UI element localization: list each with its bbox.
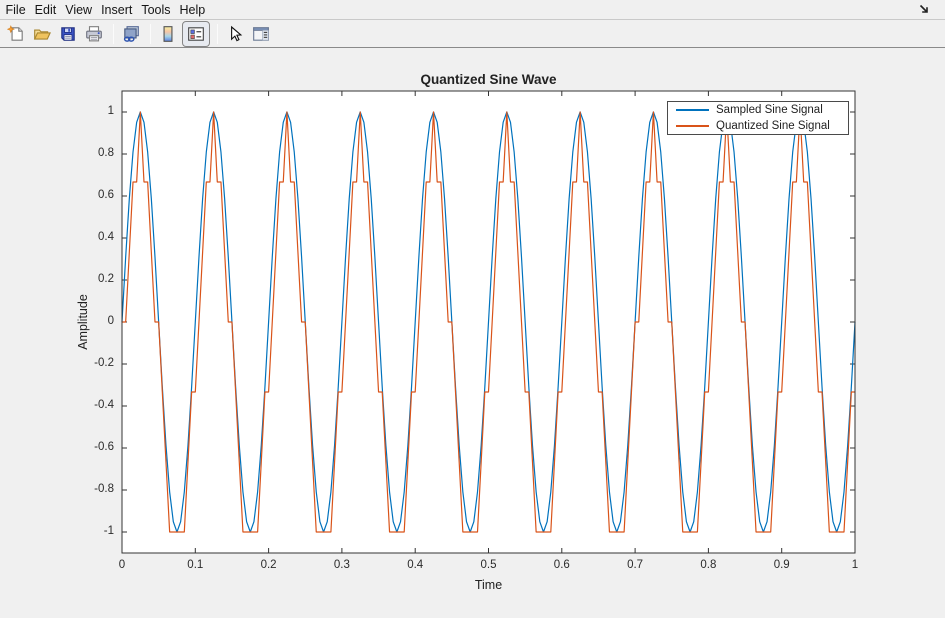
edit-plot-icon <box>226 25 244 43</box>
x-tick-label: 0 <box>97 559 147 571</box>
toolbar-separator <box>150 24 151 44</box>
x-tick-label: 0.7 <box>610 559 660 571</box>
print-figure-button[interactable] <box>82 22 106 46</box>
menu-insert[interactable]: Insert <box>97 1 137 19</box>
plot-tools-icon <box>252 25 270 43</box>
y-tick-label: 0.4 <box>62 231 114 243</box>
insert-legend-button[interactable] <box>182 21 210 47</box>
insert-legend-icon <box>187 25 205 43</box>
y-tick-label: -0.6 <box>62 441 114 453</box>
legend-swatch <box>676 125 709 127</box>
menu-edit[interactable]: Edit <box>30 1 61 19</box>
link-plot-icon <box>122 25 140 43</box>
save-figure-icon <box>59 25 77 43</box>
menu-help[interactable]: Help <box>175 1 210 19</box>
edit-plot-button[interactable] <box>223 22 247 46</box>
print-figure-icon <box>85 25 103 43</box>
x-tick-label: 0.2 <box>244 559 294 571</box>
x-axis-label: Time <box>122 578 855 592</box>
x-tick-label: 0.8 <box>683 559 733 571</box>
save-figure-button[interactable] <box>56 22 80 46</box>
y-tick-label: 0 <box>62 315 114 327</box>
menu-tools[interactable]: Tools <box>137 1 175 19</box>
y-tick-label: 0.2 <box>62 273 114 285</box>
link-plot-button[interactable] <box>119 22 143 46</box>
legend-label: Quantized Sine Signal <box>716 120 830 132</box>
y-tick-label: 0.8 <box>62 147 114 159</box>
y-tick-label: 1 <box>62 105 114 117</box>
toolbar <box>0 20 945 48</box>
insert-colorbar-icon <box>159 25 177 43</box>
toolbar-separator <box>113 24 114 44</box>
dock-figure-icon[interactable] <box>918 3 931 16</box>
menu-bar: File Edit View Insert Tools Help <box>0 0 945 20</box>
chart-title: Quantized Sine Wave <box>122 72 855 87</box>
open-file-button[interactable] <box>30 22 54 46</box>
figure-canvas: Quantized Sine Wave Time Amplitude Sampl… <box>0 48 945 618</box>
insert-colorbar-button[interactable] <box>156 22 180 46</box>
x-tick-label: 0.5 <box>464 559 514 571</box>
legend-entry-sampled: Sampled Sine Signal <box>668 103 848 118</box>
x-tick-label: 0.4 <box>390 559 440 571</box>
legend-swatch <box>676 109 709 111</box>
x-tick-label: 1 <box>830 559 880 571</box>
y-tick-label: -0.2 <box>62 357 114 369</box>
y-tick-label: -0.8 <box>62 483 114 495</box>
x-tick-label: 0.6 <box>537 559 587 571</box>
x-tick-label: 0.1 <box>170 559 220 571</box>
new-figure-icon <box>7 25 25 43</box>
x-tick-label: 0.9 <box>757 559 807 571</box>
plot-tools-button[interactable] <box>249 22 273 46</box>
x-tick-label: 0.3 <box>317 559 367 571</box>
menu-view[interactable]: View <box>61 1 97 19</box>
legend-label: Sampled Sine Signal <box>716 104 823 116</box>
new-figure-button[interactable] <box>4 22 28 46</box>
y-tick-label: -1 <box>62 525 114 537</box>
toolbar-separator <box>217 24 218 44</box>
y-tick-label: -0.4 <box>62 399 114 411</box>
open-file-icon <box>33 25 51 43</box>
matlab-figure-window: File Edit View Insert Tools Help <box>0 0 945 618</box>
menu-file[interactable]: File <box>1 1 30 19</box>
legend[interactable]: Sampled Sine Signal Quantized Sine Signa… <box>667 101 849 135</box>
legend-entry-quantized: Quantized Sine Signal <box>668 118 848 133</box>
y-tick-label: 0.6 <box>62 189 114 201</box>
